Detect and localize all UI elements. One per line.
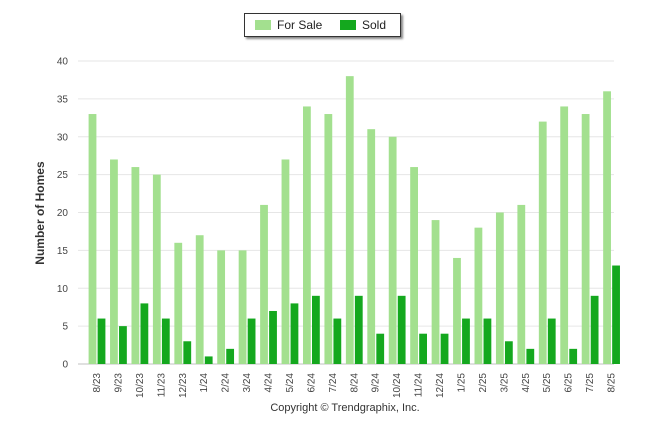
x-tick-label: 11/24 bbox=[414, 373, 425, 398]
y-tick-label: 10 bbox=[57, 284, 69, 295]
bar-for-sale[interactable] bbox=[603, 91, 611, 365]
x-tick-label: 11/23 bbox=[156, 373, 167, 398]
bar-for-sale[interactable] bbox=[560, 106, 569, 364]
x-tick-label: 6/24 bbox=[306, 373, 317, 393]
bar-for-sale[interactable] bbox=[581, 114, 590, 364]
y-tick-label: 40 bbox=[57, 57, 69, 68]
x-tick-label: 10/23 bbox=[135, 373, 146, 398]
y-tick-label: 35 bbox=[57, 94, 69, 105]
x-tick-label: 5/25 bbox=[542, 373, 553, 393]
x-tick-label: 12/24 bbox=[435, 373, 446, 398]
x-tick-label: 2/24 bbox=[221, 373, 232, 393]
bar-sold[interactable] bbox=[204, 356, 213, 364]
bar-sold[interactable] bbox=[183, 341, 192, 364]
x-tick-label: 10/24 bbox=[392, 373, 403, 398]
y-tick-label: 0 bbox=[62, 360, 68, 371]
x-axis-ticks: 8/23 9/23 10/23 11/23 12/23 1/24 2/24 3/24 4/24 5… bbox=[92, 373, 618, 398]
bar-for-sale[interactable] bbox=[88, 114, 97, 364]
bar-sold[interactable] bbox=[504, 341, 513, 364]
bar-sold[interactable] bbox=[119, 326, 127, 365]
legend-swatch-for-sale bbox=[255, 20, 271, 30]
x-tick-label: 4/24 bbox=[264, 373, 275, 393]
legend-item-for-sale[interactable]: For Sale bbox=[255, 18, 322, 32]
bar-sold[interactable] bbox=[290, 303, 299, 364]
bar-sold[interactable] bbox=[333, 318, 342, 364]
x-tick-label: 2/25 bbox=[478, 373, 489, 393]
bar-for-sale[interactable] bbox=[495, 212, 504, 365]
bar-for-sale[interactable] bbox=[431, 220, 440, 364]
legend-label-for-sale: For Sale bbox=[277, 18, 323, 32]
bar-sold[interactable] bbox=[440, 333, 449, 364]
x-tick-label: 6/25 bbox=[564, 373, 575, 393]
bar-for-sale[interactable] bbox=[217, 250, 226, 365]
bar-sold[interactable] bbox=[462, 318, 470, 364]
bar-for-sale[interactable] bbox=[345, 76, 354, 365]
bar-for-sale[interactable] bbox=[174, 242, 183, 364]
bar-sold[interactable] bbox=[226, 348, 235, 364]
bar-for-sale[interactable] bbox=[195, 235, 204, 364]
bar-for-sale[interactable] bbox=[260, 204, 268, 364]
bar-sold[interactable] bbox=[269, 310, 277, 364]
y-tick-label: 25 bbox=[57, 170, 69, 181]
bar-sold[interactable] bbox=[483, 318, 492, 364]
bar-sold[interactable] bbox=[397, 295, 406, 364]
bar-for-sale[interactable] bbox=[538, 121, 547, 364]
x-tick-label: 7/24 bbox=[328, 373, 339, 393]
bar-sold[interactable] bbox=[161, 318, 170, 364]
bar-for-sale[interactable] bbox=[110, 159, 118, 364]
bar-sold[interactable] bbox=[419, 333, 427, 364]
x-tick-label: 4/25 bbox=[521, 373, 532, 393]
bar-sold[interactable] bbox=[354, 295, 363, 364]
bar-sold[interactable] bbox=[526, 348, 535, 364]
bar-sold[interactable] bbox=[376, 333, 385, 364]
bar-for-sale[interactable] bbox=[303, 106, 311, 364]
x-tick-label: 8/24 bbox=[349, 373, 360, 393]
bar-for-sale[interactable] bbox=[324, 114, 333, 364]
y-axis-label: Number of Homes bbox=[33, 161, 47, 265]
x-tick-label: 7/25 bbox=[585, 373, 596, 393]
x-tick-label: 3/24 bbox=[242, 373, 253, 393]
bar-for-sale[interactable] bbox=[474, 227, 483, 364]
bar-sold[interactable] bbox=[140, 303, 149, 364]
x-tick-label: 3/25 bbox=[499, 373, 510, 393]
y-tick-label: 30 bbox=[57, 132, 69, 143]
legend-item-sold[interactable]: Sold bbox=[340, 18, 386, 32]
y-tick-label: 5 bbox=[62, 322, 68, 333]
bar-for-sale[interactable] bbox=[517, 204, 526, 364]
legend-swatch-sold bbox=[340, 20, 356, 30]
bar-sold[interactable] bbox=[590, 295, 599, 364]
bar-for-sale[interactable] bbox=[367, 129, 376, 364]
x-tick-label: 8/23 bbox=[92, 373, 103, 393]
bar-for-sale[interactable] bbox=[453, 257, 461, 364]
bar-for-sale[interactable] bbox=[238, 250, 247, 365]
y-axis-ticks: 0 5 10 15 20 25 30 35 40 bbox=[57, 57, 69, 371]
x-tick-label: 1/25 bbox=[456, 373, 467, 393]
x-tick-label: 8/25 bbox=[607, 373, 618, 393]
copyright-text: Copyright © Trendgraphix, Inc. bbox=[270, 402, 420, 414]
legend: For Sale Sold bbox=[244, 13, 401, 37]
x-tick-label: 5/24 bbox=[285, 373, 296, 393]
x-tick-label: 9/23 bbox=[113, 373, 124, 393]
bar-sold[interactable] bbox=[312, 295, 320, 364]
bar-for-sale[interactable] bbox=[388, 136, 397, 364]
bar-sold[interactable] bbox=[547, 318, 556, 364]
y-tick-label: 20 bbox=[57, 208, 69, 219]
x-tick-label: 1/24 bbox=[199, 373, 210, 393]
bar-for-sale[interactable] bbox=[131, 167, 140, 364]
bars bbox=[88, 76, 620, 365]
bar-sold[interactable] bbox=[569, 348, 578, 364]
x-tick-label: 12/23 bbox=[178, 373, 189, 398]
bar-for-sale[interactable] bbox=[152, 174, 161, 365]
bar-sold[interactable] bbox=[247, 318, 256, 364]
bar-sold[interactable] bbox=[97, 318, 106, 364]
bar-sold[interactable] bbox=[612, 265, 620, 364]
x-tick-label: 9/24 bbox=[371, 373, 382, 393]
y-tick-label: 15 bbox=[57, 246, 69, 257]
bar-for-sale[interactable] bbox=[410, 167, 418, 364]
bar-for-sale[interactable] bbox=[281, 159, 290, 364]
legend-label-sold: Sold bbox=[362, 18, 387, 32]
